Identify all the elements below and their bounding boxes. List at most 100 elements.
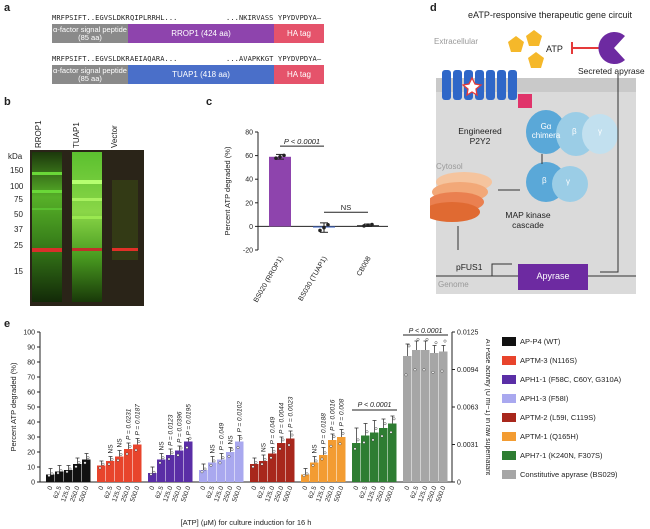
e-y-tick-label: 0 bbox=[31, 480, 35, 487]
secreted-apyrase-shape bbox=[598, 31, 625, 64]
c-pvalue: P < 0.0001 bbox=[284, 137, 320, 146]
e-y-tick-label: 100 bbox=[23, 330, 35, 337]
e-y-tick-label: 20 bbox=[27, 450, 35, 457]
label-engineered-p2y2: Engineered P2Y2 bbox=[458, 126, 502, 146]
e-data-point bbox=[212, 459, 216, 463]
e-bar bbox=[226, 452, 235, 482]
e-bar bbox=[124, 449, 133, 482]
e-significance-label: NS bbox=[210, 444, 217, 454]
e-x-tick-label: 0 bbox=[353, 485, 361, 491]
c-data-point bbox=[370, 222, 374, 227]
e-data-point bbox=[119, 453, 123, 456]
e-data-point bbox=[278, 447, 282, 451]
circuit-title: eATP-responsive therapeutic gene circuit bbox=[468, 10, 632, 20]
e-data-point bbox=[179, 446, 183, 450]
c-x-tick-label: BS030 (TUAP1) bbox=[298, 256, 329, 303]
e-y2-axis-label: ATPase activity (U ml−1) in raw supernat… bbox=[484, 339, 490, 475]
e-x-tick-label: 62.5 bbox=[103, 485, 114, 500]
e-data-point bbox=[443, 339, 447, 343]
e-data-point bbox=[209, 464, 213, 467]
e-x-tick-label: 0 bbox=[251, 485, 259, 491]
c-data-point bbox=[278, 154, 282, 159]
e-bar bbox=[259, 461, 268, 482]
legend-swatch bbox=[502, 394, 516, 403]
e-data-point bbox=[221, 456, 225, 460]
lane-label-tuap1: TUAP1 bbox=[72, 122, 81, 148]
e-x-tick-label: 0 bbox=[98, 485, 106, 491]
panel-e-legend: AP-P4 (WT) APTM-3 (N116S) APH1-1 (F58C, C6… bbox=[502, 332, 650, 484]
e-data-point bbox=[392, 417, 396, 421]
e-data-point bbox=[59, 469, 63, 473]
e-data-point bbox=[380, 434, 384, 438]
e-data-point bbox=[272, 449, 276, 453]
label-pfus1: pFUS1 bbox=[456, 262, 483, 272]
e-bar bbox=[250, 464, 259, 482]
e-bar bbox=[235, 441, 244, 482]
marker-37: 37 bbox=[14, 225, 23, 234]
panel-label-e: e bbox=[4, 318, 11, 330]
e-data-point bbox=[365, 430, 369, 434]
e-bar bbox=[388, 423, 397, 482]
e-data-point bbox=[389, 430, 393, 434]
e-significance-label: P = 0.0123 bbox=[168, 414, 175, 446]
c-data-point bbox=[282, 153, 286, 158]
e-bar bbox=[82, 459, 91, 482]
c-y-tick-label: 80 bbox=[245, 130, 253, 137]
e-bar bbox=[412, 350, 421, 482]
e-bar bbox=[46, 474, 55, 482]
e-data-point bbox=[161, 456, 165, 460]
e-x-tick-label: 62.5 bbox=[409, 485, 420, 500]
e-data-point bbox=[167, 457, 171, 461]
e-bar bbox=[115, 456, 124, 482]
e-x-tick-label: 62.5 bbox=[358, 485, 369, 500]
e-data-point bbox=[116, 458, 120, 462]
e-bar bbox=[277, 443, 286, 482]
e-significance-label: NS bbox=[261, 442, 268, 452]
legend-swatch bbox=[502, 356, 516, 365]
e-data-point bbox=[149, 472, 153, 476]
e-data-point bbox=[413, 368, 417, 372]
e-bar bbox=[166, 455, 175, 482]
legend-item: APH1-1 (F58C, C60Y, G310A) bbox=[502, 370, 650, 389]
legend-item: APTM-2 (L59I, C119S) bbox=[502, 408, 650, 427]
e-y-tick-label: 10 bbox=[27, 465, 35, 472]
e-data-point bbox=[110, 457, 114, 461]
e-data-point bbox=[383, 422, 387, 426]
tuap1-box: TUAP1 (418 aa) bbox=[128, 65, 274, 84]
e-data-point bbox=[203, 467, 207, 471]
marker-100: 100 bbox=[10, 182, 24, 191]
e-data-point bbox=[83, 461, 87, 465]
signal-peptide-box-1: α-factor signal peptide (85 aa) bbox=[52, 24, 128, 43]
e-data-point bbox=[323, 451, 327, 455]
e-data-point bbox=[188, 436, 192, 440]
e-data-point bbox=[356, 438, 360, 442]
e-data-point bbox=[158, 461, 162, 465]
e-data-point bbox=[170, 451, 174, 455]
e-data-point bbox=[218, 461, 222, 465]
e-data-point bbox=[332, 435, 336, 439]
e-significance-label: P = 0.0016 bbox=[330, 399, 337, 431]
label-atp: ATP bbox=[546, 44, 563, 54]
e-data-point bbox=[50, 472, 54, 476]
e-bar bbox=[370, 432, 379, 482]
e-x-tick-label: 0 bbox=[404, 485, 412, 491]
label-apyrase-gene: Apyrase bbox=[536, 271, 570, 281]
e-data-point bbox=[86, 456, 90, 460]
e-significance-label: P = 0.0195 bbox=[186, 404, 193, 436]
e-x-tick-label: 0 bbox=[302, 485, 310, 491]
e-data-point bbox=[362, 441, 366, 444]
e-data-point bbox=[230, 448, 234, 452]
e-bar bbox=[319, 455, 328, 482]
marker-150: 150 bbox=[10, 166, 24, 175]
e-data-point bbox=[251, 465, 255, 469]
e-bar bbox=[97, 465, 106, 482]
c-y-tick-label: 0 bbox=[249, 224, 253, 231]
e-bar bbox=[157, 459, 166, 482]
e-significance-label: P = 0.0231 bbox=[126, 408, 133, 440]
e-bar bbox=[64, 470, 73, 482]
e-data-point bbox=[236, 446, 240, 449]
rrop1-box: RROP1 (424 aa) bbox=[128, 24, 274, 43]
e-bar bbox=[286, 438, 295, 482]
e-pvalue-aph7: P < 0.0001 bbox=[358, 402, 392, 409]
e-data-point bbox=[239, 436, 243, 440]
